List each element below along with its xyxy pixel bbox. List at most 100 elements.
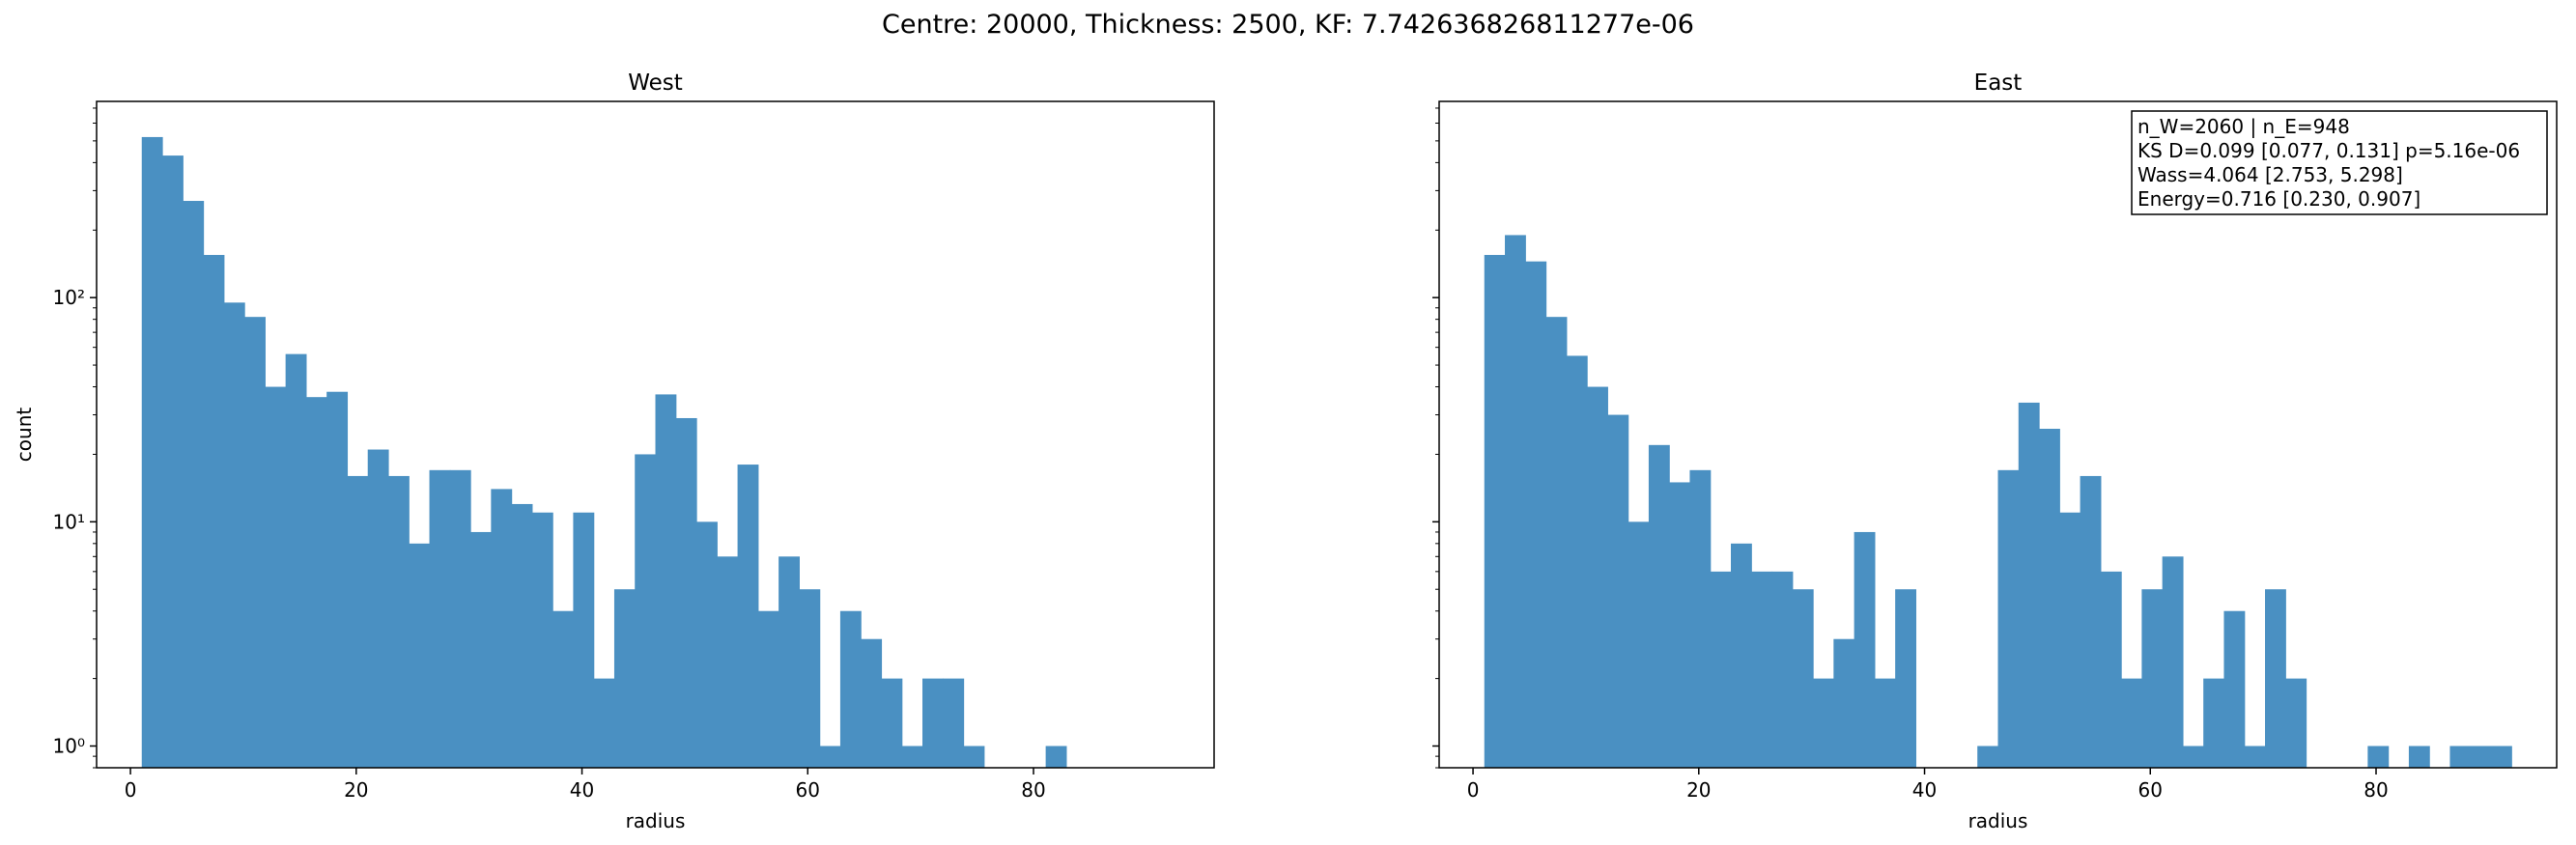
east-bar-32 <box>2141 589 2164 768</box>
east-bar-2 <box>1525 261 1547 769</box>
west-bar-14 <box>429 469 451 768</box>
west-bar-19 <box>531 512 553 768</box>
east-bar-48 <box>2470 746 2492 768</box>
west-bar-39 <box>943 678 965 768</box>
west-bar-3 <box>203 254 225 768</box>
west-y-ticks: 10⁰ 10¹ 10² <box>53 107 97 769</box>
west-x-ticks: 0 20 40 60 80 <box>125 768 1046 802</box>
east-bar-43 <box>2367 746 2390 768</box>
west-bar-2 <box>183 201 205 768</box>
east-x-ticks: 0 20 40 60 80 <box>1467 768 2389 802</box>
west-x-tick-label-40: 40 <box>570 778 594 802</box>
west-bar-11 <box>367 449 389 768</box>
west-bar-24 <box>635 454 657 768</box>
west-y-tick-label-10: 10¹ <box>53 510 85 533</box>
east-bar-10 <box>1689 469 1712 768</box>
east-bar-36 <box>2223 610 2246 768</box>
west-bar-21 <box>573 512 595 768</box>
east-x-tick-label-20: 20 <box>1686 778 1711 802</box>
west-bar-9 <box>326 391 349 768</box>
stats-sample-sizes: n_W=2060 | n_E=948 <box>2137 115 2350 138</box>
west-bar-23 <box>613 589 636 768</box>
east-bar-8 <box>1648 444 1670 768</box>
east-bar-33 <box>2162 556 2184 768</box>
east-bar-15 <box>1792 589 1814 768</box>
east-bar-20 <box>1895 589 1917 768</box>
west-title: West <box>628 70 683 96</box>
west-bar-16 <box>470 531 492 768</box>
west-bar-28 <box>717 556 739 768</box>
west-bar-25 <box>655 394 677 768</box>
stats-energy: Energy=0.716 [0.230, 0.907] <box>2137 187 2420 211</box>
west-bar-8 <box>305 397 327 768</box>
east-title: East <box>1974 70 2023 96</box>
east-bar-27 <box>2039 428 2060 768</box>
west-bar-0 <box>141 136 163 768</box>
west-bar-40 <box>963 746 985 768</box>
east-x-tick-label-80: 80 <box>2364 778 2388 802</box>
east-bars <box>1484 235 2512 769</box>
west-y-tick-label-1: 10⁰ <box>53 735 85 758</box>
west-bar-20 <box>552 610 575 768</box>
east-bar-38 <box>2265 589 2286 768</box>
west-bar-31 <box>778 556 800 768</box>
stats-wasserstein: Wass=4.064 [2.753, 5.298] <box>2137 163 2403 186</box>
east-bar-5 <box>1587 386 1608 768</box>
west-bars <box>141 136 1067 768</box>
east-bar-7 <box>1628 521 1650 768</box>
west-axes-frame <box>96 100 1215 769</box>
east-bar-3 <box>1545 317 1568 768</box>
east-x-axis-label: radius <box>1968 809 2028 832</box>
west-bar-13 <box>409 543 431 768</box>
east-bar-39 <box>2285 678 2307 768</box>
east-bar-18 <box>1854 531 1876 768</box>
east-bar-47 <box>2449 746 2472 768</box>
west-bar-37 <box>901 746 923 768</box>
west-x-tick-label-20: 20 <box>344 778 368 802</box>
west-bar-5 <box>244 317 266 768</box>
east-bar-13 <box>1751 571 1773 768</box>
east-x-tick-label-60: 60 <box>2138 778 2163 802</box>
east-axes-frame <box>1438 100 2558 769</box>
east-bar-17 <box>1833 638 1855 768</box>
west-bar-35 <box>861 638 883 768</box>
east-x-tick-label-0: 0 <box>1467 778 1480 802</box>
west-y-axis-label: count <box>13 408 36 463</box>
east-bar-11 <box>1710 571 1732 768</box>
east-bar-1 <box>1505 235 1526 769</box>
west-bar-27 <box>696 521 718 768</box>
west-x-tick-label-60: 60 <box>796 778 820 802</box>
stats-box-frame <box>2131 110 2548 215</box>
west-bar-33 <box>819 746 841 768</box>
east-bar-37 <box>2244 746 2266 768</box>
west-bar-7 <box>285 353 307 768</box>
east-bar-49 <box>2490 746 2512 768</box>
east-bar-30 <box>2100 571 2122 768</box>
east-bar-34 <box>2182 746 2204 768</box>
figure-suptitle: Centre: 20000, Thickness: 2500, KF: 7.74… <box>882 10 1694 40</box>
west-bar-12 <box>387 475 410 768</box>
east-bar-26 <box>2018 402 2040 768</box>
east-x-tick-label-40: 40 <box>1912 778 1937 802</box>
east-y-ticks <box>1432 107 1439 769</box>
west-bar-29 <box>737 465 759 768</box>
west-x-axis-label: radius <box>626 809 686 832</box>
east-bar-29 <box>2080 475 2102 768</box>
west-bar-18 <box>511 503 533 768</box>
east-bar-25 <box>1997 469 2020 768</box>
west-bar-36 <box>881 678 903 768</box>
west-bar-22 <box>593 678 615 768</box>
west-bar-30 <box>757 610 779 768</box>
east-bar-35 <box>2203 678 2225 768</box>
west-x-tick-label-0: 0 <box>125 778 137 802</box>
west-bar-38 <box>922 678 944 768</box>
west-bar-4 <box>223 302 245 768</box>
east-bar-19 <box>1874 678 1896 768</box>
west-bar-34 <box>839 610 862 768</box>
east-stats-box: n_W=2060 | n_E=948 KS D=0.099 [0.077, 0.… <box>2131 110 2548 215</box>
west-bar-17 <box>491 489 513 768</box>
east-bar-4 <box>1566 355 1588 768</box>
east-bar-28 <box>2059 512 2081 768</box>
